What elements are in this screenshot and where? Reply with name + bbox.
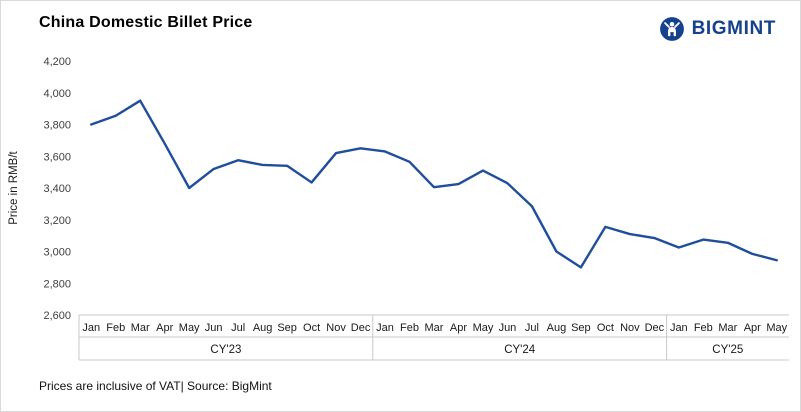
y-tick-label: 4,000 bbox=[43, 88, 71, 100]
y-tick-label: 3,400 bbox=[43, 183, 71, 195]
x-month-label: Jul bbox=[525, 322, 539, 334]
x-month-label: Feb bbox=[106, 322, 125, 334]
x-month-label: Jun bbox=[205, 322, 223, 334]
x-month-label: Aug bbox=[253, 322, 273, 334]
bigmint-logo: BIGMINT bbox=[659, 16, 776, 42]
x-month-label: Jan bbox=[82, 322, 100, 334]
x-month-label: Jul bbox=[231, 322, 245, 334]
x-month-label: Feb bbox=[694, 322, 713, 334]
x-month-label: Sep bbox=[571, 322, 591, 334]
x-month-label: May bbox=[179, 322, 200, 334]
x-month-label: Nov bbox=[620, 322, 640, 334]
x-month-label: Sep bbox=[277, 322, 297, 334]
x-month-label: Jan bbox=[670, 322, 688, 334]
x-month-label: May bbox=[766, 322, 787, 334]
header: China Domestic Billet Price BIGMINT bbox=[1, 1, 800, 42]
brand-name: BIGMINT bbox=[691, 18, 776, 39]
x-month-label: Mar bbox=[718, 322, 737, 334]
chart: 2,600 2,800 3,000 3,200 3,400 3,600 3,800 4,000… bbox=[5, 45, 797, 367]
footer: Prices are inclusive of VAT| Source: Big… bbox=[39, 379, 272, 393]
footnote: Prices are inclusive of VAT| Source: Big… bbox=[39, 379, 272, 393]
x-month-label: May bbox=[473, 322, 494, 334]
x-year-label: CY'24 bbox=[504, 344, 536, 356]
x-year-label: CY'25 bbox=[712, 344, 743, 356]
x-year-label: CY'23 bbox=[210, 344, 241, 356]
bigmint-logo-icon bbox=[659, 17, 684, 41]
x-month-label: Apr bbox=[156, 322, 173, 334]
x-month-label: Aug bbox=[547, 322, 567, 334]
x-month-label: Jan bbox=[376, 322, 394, 334]
x-month-label: Oct bbox=[303, 322, 320, 334]
y-tick-label: 2,800 bbox=[43, 278, 71, 290]
line-chart-svg: 2,600 2,800 3,000 3,200 3,400 3,600 3,800 4,000… bbox=[8, 56, 789, 361]
x-month-label: Apr bbox=[450, 322, 467, 334]
y-tick-label: 3,600 bbox=[43, 151, 71, 163]
y-axis-title: Price in RMB/t bbox=[8, 150, 20, 224]
x-month-label: Apr bbox=[744, 322, 761, 334]
y-tick-label: 4,200 bbox=[43, 56, 71, 68]
x-month-label: Dec bbox=[351, 322, 371, 334]
y-tick-label: 2,600 bbox=[43, 310, 71, 322]
y-tick-label: 3,200 bbox=[43, 215, 71, 227]
page-title: China Domestic Billet Price bbox=[39, 14, 253, 31]
y-tick-label: 3,800 bbox=[43, 120, 71, 132]
y-tick-label: 3,000 bbox=[43, 247, 71, 259]
x-month-label: Jun bbox=[499, 322, 517, 334]
x-month-label: Nov bbox=[326, 322, 346, 334]
x-month-label: Oct bbox=[597, 322, 614, 334]
x-month-label: Mar bbox=[131, 322, 150, 334]
price-line bbox=[90, 99, 778, 269]
x-month-label: Mar bbox=[425, 322, 444, 334]
x-month-label: Feb bbox=[400, 322, 419, 334]
x-month-label: Dec bbox=[645, 322, 665, 334]
